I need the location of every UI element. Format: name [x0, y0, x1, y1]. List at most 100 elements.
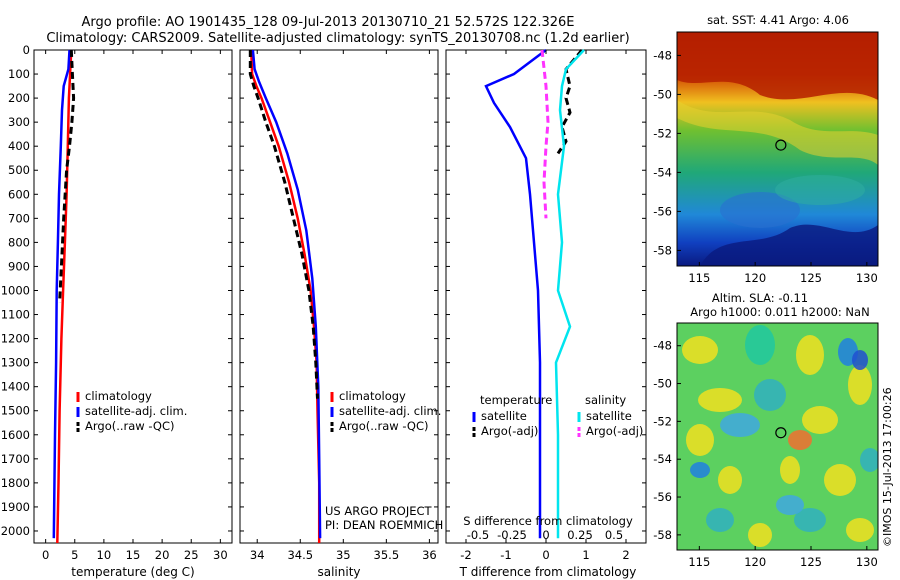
sla-anomaly-blob [718, 466, 742, 494]
sla-title-line-1: Altim. SLA: -0.11 [712, 291, 808, 305]
salinity-panel: 34 34.5 35 35.5 36 climatologysatellite-adj. … [239, 49, 443, 579]
x-tick-label: 0 [542, 548, 549, 562]
y-tick-label: 100 [8, 67, 30, 81]
sla-anomaly-blob [852, 350, 868, 370]
map-x-tick-label: 125 [800, 555, 822, 569]
y-tick-label: 1000 [1, 283, 30, 297]
series-line-satellite [52, 49, 71, 539]
x-tick-label: 0 [42, 548, 49, 562]
s-tick-label: 0.25 [567, 528, 593, 542]
legend-label: satellite-adj. clim. [339, 404, 441, 418]
legend-label: Argo(-adj) [586, 424, 643, 438]
y-tick-label: 900 [8, 259, 30, 273]
map-y-tick-label: -48 [653, 339, 672, 353]
map-y-tick-label: -52 [653, 126, 672, 140]
y-tick-label: 300 [8, 115, 30, 129]
map-y-tick-label: -50 [653, 377, 672, 391]
series-line-s-argo [540, 49, 550, 219]
sst-argo-marker [775, 139, 787, 151]
y-tick-label: 600 [8, 187, 30, 201]
y-tick-label: 200 [8, 91, 30, 105]
map-y-tick-label: -56 [653, 204, 672, 218]
x-tick-label: 15 [126, 548, 141, 562]
y-tick-label: 400 [8, 139, 30, 153]
sla-anomaly-blob [706, 508, 734, 532]
series-line-t-argo [556, 49, 584, 155]
sla-anomaly-blob [860, 448, 878, 472]
series-line-climatology [56, 49, 73, 544]
map-x-tick-label: 120 [744, 555, 766, 569]
y-tick-label: 1900 [1, 500, 30, 514]
y-tick-label: 1300 [1, 356, 30, 370]
map-y-tick-label: -48 [653, 48, 672, 62]
sla-anomaly-blob [780, 456, 800, 484]
salinity-xlabel: salinity [317, 565, 360, 579]
sla-anomaly-blob [802, 406, 838, 434]
y-tick-label: 1500 [1, 404, 30, 418]
s-difference-label: S difference from climatology [463, 514, 633, 528]
legend-label: climatology [85, 389, 152, 403]
y-tick-label: 1400 [1, 380, 30, 394]
sst-warm-tongue [677, 32, 878, 100]
title-line-1: Argo profile: AO 1901435_128 09-Jul-2013… [81, 15, 574, 30]
map-y-tick-label: -58 [653, 243, 672, 257]
title-line-2: Climatology: CARS2009. Satellite-adjuste… [46, 31, 629, 46]
series-line-t-satellite [484, 49, 547, 539]
x-tick-label: 5 [71, 548, 78, 562]
temperature-panel: 0 5 10 15 20 25 300100200300400500600700800900… [1, 43, 233, 579]
legend-label: satellite-adj. clim. [85, 404, 187, 418]
map-y-tick-label: -58 [653, 528, 672, 542]
legend-label: climatology [339, 389, 406, 403]
y-tick-label: 1700 [1, 452, 30, 466]
legend-label: Argo(..raw -QC) [339, 419, 429, 433]
sst-map-title: sat. SST: 4.41 Argo: 4.06 [707, 13, 849, 27]
y-tick-label: 1100 [1, 308, 30, 322]
sla-argo-marker [775, 427, 787, 439]
sla-title-line-2: Argo h1000: 0.011 h2000: NaN [690, 305, 869, 319]
legend-label: satellite [586, 409, 632, 423]
s-tick-label: 0 [542, 528, 549, 542]
temperature-xlabel: temperature (deg C) [71, 565, 194, 579]
y-tick-label: 500 [8, 163, 30, 177]
series-line-s-satellite [554, 49, 585, 539]
sla-map-frame [676, 322, 879, 551]
map-y-tick-label: -54 [653, 165, 672, 179]
sla-anomaly-blob [776, 495, 804, 515]
x-tick-label: -1 [500, 548, 511, 562]
sla-anomaly-blob [748, 523, 772, 547]
map-y-tick-label: -50 [653, 87, 672, 101]
sla-anomaly-blob [686, 424, 714, 456]
sst-blue-patch [720, 192, 800, 228]
x-tick-label: 25 [184, 548, 199, 562]
map-x-tick-label: 120 [744, 271, 766, 285]
s-tick-label: -0.5 [467, 528, 489, 542]
sla-anomaly-blob [788, 430, 812, 450]
map-x-tick-label: 115 [688, 555, 710, 569]
sla-anomaly-blob [690, 462, 710, 478]
x-tick-label: 35 [336, 548, 351, 562]
series-line-argo [248, 50, 319, 399]
legend-label: Argo(-adj) [481, 424, 538, 438]
y-tick-label: 1800 [1, 476, 30, 490]
x-tick-label: 2 [622, 548, 629, 562]
difference-panel: -2 -1 0 1 2 -0.5 -0.25 0 0.25 0.5 temperature satel… [445, 49, 647, 579]
sst-map-frame [676, 31, 879, 267]
sla-anomaly-blob [682, 336, 718, 364]
sst-teal-patch [775, 175, 865, 205]
legend-group-title: salinity [585, 393, 626, 407]
t-difference-xlabel: T difference from climatology [459, 565, 637, 579]
x-tick-label: 34.5 [287, 548, 313, 562]
sst-front-band [677, 100, 878, 165]
map-y-tick-label: -56 [653, 490, 672, 504]
y-tick-label: 2000 [1, 524, 30, 538]
legend-group-title: temperature [480, 393, 552, 407]
legend-label: Argo(..raw -QC) [85, 419, 175, 433]
series-line-argo [58, 49, 76, 303]
y-tick-label: 700 [8, 211, 30, 225]
x-tick-label: 10 [97, 548, 112, 562]
sst-map: sat. SST: 4.41 Argo: 4.06 115 120 125 130 -4… [653, 13, 879, 285]
sla-anomaly-blob [824, 464, 856, 496]
s-tick-label: 0.5 [605, 528, 623, 542]
sla-anomaly-blob [754, 379, 786, 411]
